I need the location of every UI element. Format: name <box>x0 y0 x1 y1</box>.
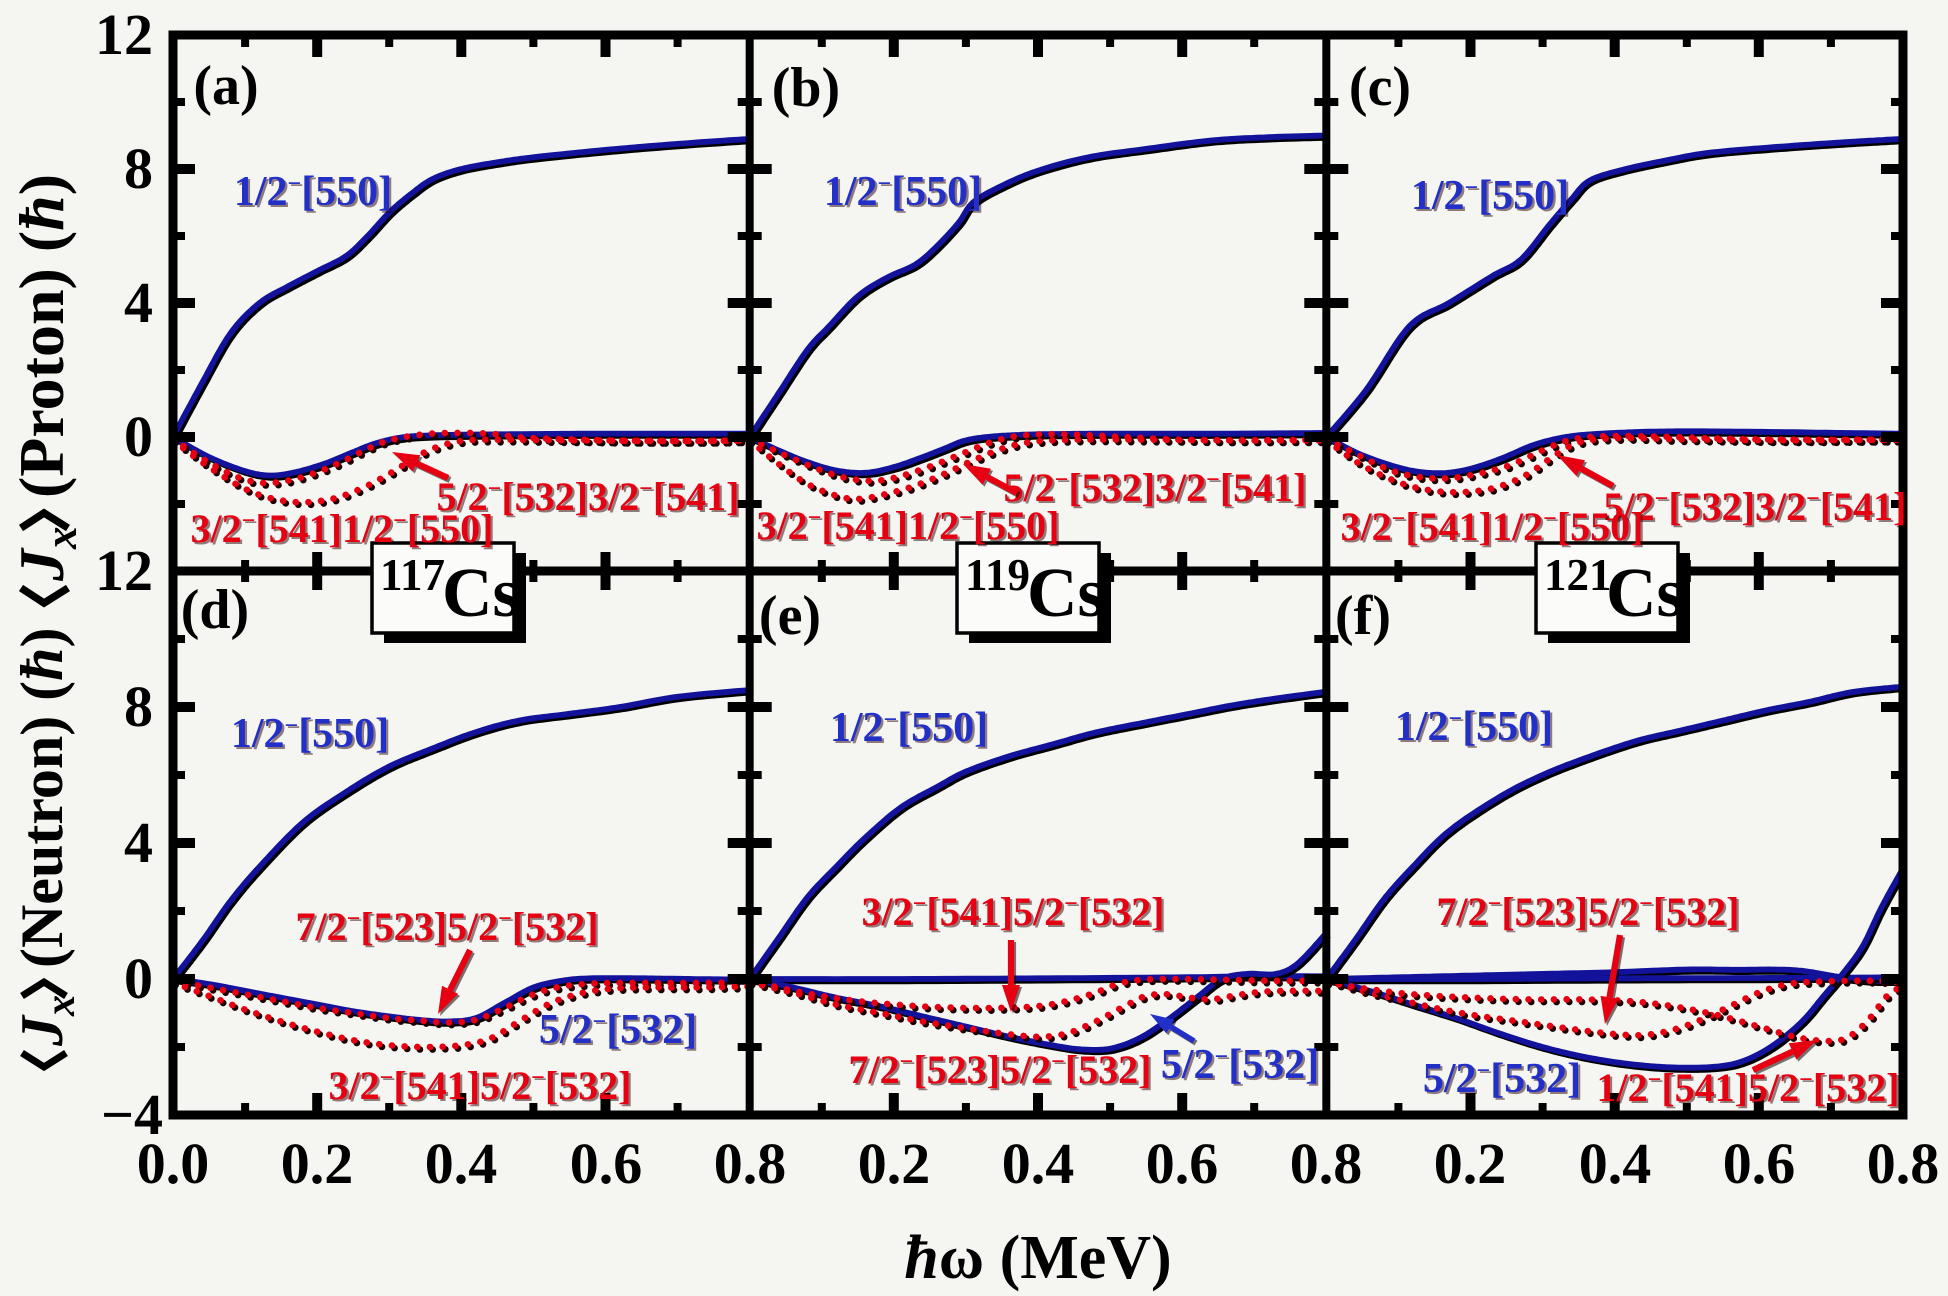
svg-text:1/2−​[550]: 1/2−​[550] <box>830 705 988 751</box>
svg-text:3/2−​[541]5/2−​[532]: 3/2−​[541]5/2−​[532] <box>862 889 1165 934</box>
svg-text:1/2−​[550]: 1/2−​[550] <box>234 169 392 215</box>
svg-text:ħω (MeV): ħω (MeV) <box>904 1224 1171 1292</box>
svg-text:0.8: 0.8 <box>714 1131 787 1196</box>
svg-text:(Neutron) (ħ): (Neutron) (ħ) <box>9 627 75 968</box>
svg-text:(d): (d) <box>181 579 249 641</box>
svg-text:1/2−​[550]: 1/2−​[550] <box>1395 704 1553 750</box>
svg-text:8: 8 <box>124 674 153 739</box>
svg-text:(c): (c) <box>1349 56 1411 118</box>
svg-text:12: 12 <box>95 538 153 603</box>
svg-text:(e): (e) <box>759 585 821 647</box>
svg-text:0.6: 0.6 <box>1723 1131 1796 1196</box>
svg-text:Jx: Jx <box>9 995 84 1047</box>
svg-text:7/2−​[523]5/2−​[532]: 7/2−​[523]5/2−​[532] <box>296 904 599 949</box>
svg-text:5/2−​[532]3/2−​[541]: 5/2−​[532]3/2−​[541] <box>1004 465 1307 510</box>
svg-text:0.2: 0.2 <box>281 1131 354 1196</box>
svg-text:3/2−​[541]5/2−​[532]: 3/2−​[541]5/2−​[532] <box>329 1063 632 1108</box>
svg-text:0.4: 0.4 <box>1002 1131 1075 1196</box>
svg-text:0.2: 0.2 <box>858 1131 931 1196</box>
svg-text:117: 117 <box>380 550 445 600</box>
svg-text:12: 12 <box>95 2 153 67</box>
svg-text:119: 119 <box>965 550 1030 600</box>
svg-text:0.4: 0.4 <box>425 1131 498 1196</box>
svg-text:(Proton) (ħ): (Proton) (ħ) <box>6 174 77 498</box>
svg-text:1/2−​[550]: 1/2−​[550] <box>824 169 982 215</box>
svg-text:−4: −4 <box>101 1082 163 1147</box>
svg-text:121: 121 <box>1544 550 1612 600</box>
svg-text:5/2−​[532]: 5/2−​[532] <box>1423 1056 1581 1102</box>
svg-text:Cs: Cs <box>1606 555 1684 632</box>
svg-text:Jx: Jx <box>6 527 86 583</box>
svg-text:0.6: 0.6 <box>570 1131 643 1196</box>
svg-text:0.8: 0.8 <box>1867 1131 1940 1196</box>
svg-text:1/2−​[550]: 1/2−​[550] <box>231 711 389 757</box>
svg-text:5/2−​[532]: 5/2−​[532] <box>1161 1042 1319 1088</box>
svg-text:3/2−​[541]1/2−​[550]: 3/2−​[541]1/2−​[550] <box>191 506 494 551</box>
svg-text:0: 0 <box>124 946 153 1011</box>
svg-text:3/2−​[541]1/2−​[550]: 3/2−​[541]1/2−​[550] <box>1341 504 1644 549</box>
svg-text:(a): (a) <box>193 55 258 117</box>
svg-text:7/2−​[523]5/2−​[532]: 7/2−​[523]5/2−​[532] <box>849 1047 1152 1092</box>
svg-text:4: 4 <box>124 270 153 335</box>
svg-text:(f): (f) <box>1335 585 1391 647</box>
svg-text:5/2−​[532]: 5/2−​[532] <box>539 1007 697 1053</box>
svg-text:5/2−​[532]3/2−​[541]: 5/2−​[532]3/2−​[541] <box>1604 484 1907 529</box>
svg-text:Cs: Cs <box>442 555 520 632</box>
svg-text:1/2−​[550]: 1/2−​[550] <box>1411 173 1569 219</box>
svg-text:0.0: 0.0 <box>137 1131 210 1196</box>
svg-text:8: 8 <box>124 136 153 201</box>
svg-text:5/2−​[532]3/2−​[541]: 5/2−​[532]3/2−​[541] <box>437 474 740 519</box>
svg-text:4: 4 <box>124 810 153 875</box>
svg-text:0.8: 0.8 <box>1290 1131 1363 1196</box>
svg-text:0: 0 <box>124 404 153 469</box>
svg-text:0.2: 0.2 <box>1434 1131 1507 1196</box>
svg-text:1/2−​[541]5/2−​[532]: 1/2−​[541]5/2−​[532] <box>1597 1065 1900 1110</box>
svg-text:0.6: 0.6 <box>1146 1131 1219 1196</box>
svg-text:Cs: Cs <box>1027 555 1105 632</box>
svg-text:0.4: 0.4 <box>1579 1131 1652 1196</box>
svg-text:7/2−​[523]5/2−​[532]: 7/2−​[523]5/2−​[532] <box>1437 889 1740 934</box>
svg-text:3/2−​[541]1/2−​[550]: 3/2−​[541]1/2−​[550] <box>757 503 1060 548</box>
svg-text:(b): (b) <box>772 57 840 119</box>
